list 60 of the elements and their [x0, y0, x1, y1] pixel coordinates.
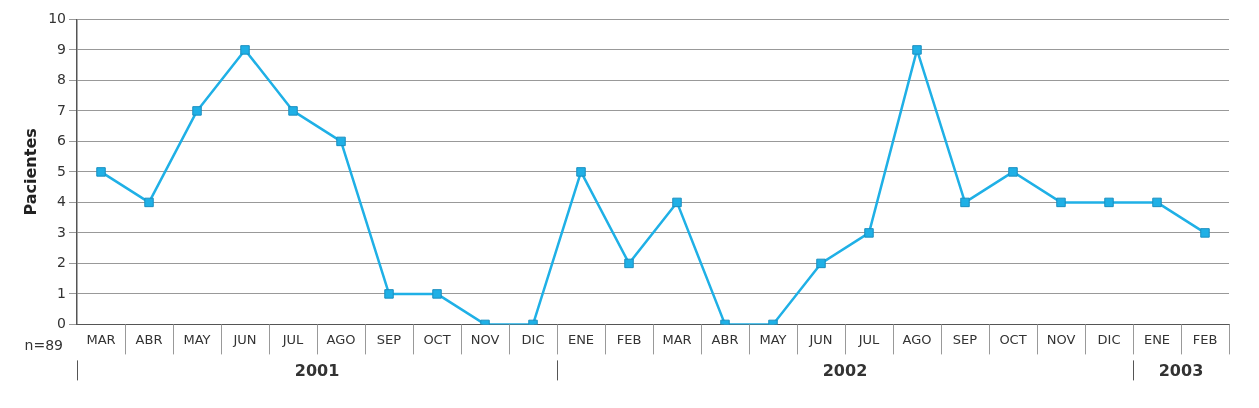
- x-tick-label: JUN: [232, 331, 257, 347]
- y-tick-label: 2: [57, 254, 67, 271]
- x-tick-label: SEP: [952, 331, 978, 347]
- x-tick-label: MAR: [86, 331, 116, 347]
- point: [384, 289, 394, 299]
- x-tick-label: NOV: [470, 331, 500, 347]
- x-tick-label: NOV: [1046, 331, 1076, 347]
- point: [1008, 167, 1018, 177]
- x-tick-label: AGO: [326, 331, 356, 347]
- x-tick-label: AGO: [902, 331, 932, 347]
- point: [1152, 197, 1162, 208]
- x-tick-label: OCT: [999, 331, 1027, 347]
- x-tick-label: MAR: [662, 331, 692, 347]
- text: n=89: [24, 337, 64, 354]
- x-tick-label: OCT: [423, 331, 451, 347]
- x-tick-label: DIC: [1097, 331, 1121, 347]
- point: [912, 45, 922, 55]
- x-tick-label: JUL: [857, 331, 881, 347]
- point: [432, 289, 442, 299]
- point: [240, 45, 250, 55]
- point: [1200, 228, 1210, 238]
- y-tick-label: 7: [57, 101, 67, 118]
- text: 2002: [822, 360, 868, 380]
- x-tick-label: JUN: [808, 331, 833, 347]
- point: [1104, 197, 1114, 208]
- x-tick-label: SEP: [376, 331, 402, 347]
- text: 2003: [1158, 360, 1204, 380]
- x-tick-label: ABR: [135, 331, 163, 347]
- x-tick-label: MAY: [759, 331, 787, 347]
- x-tick-label: FEB: [1192, 331, 1218, 347]
- y-tick-label: 6: [57, 132, 67, 149]
- point: [1056, 197, 1066, 208]
- point: [96, 167, 106, 177]
- y-tick-label: 1: [57, 284, 67, 301]
- x-tick-label: MAY: [183, 331, 211, 347]
- point: [816, 258, 826, 269]
- point: [336, 136, 346, 147]
- point: [576, 167, 586, 177]
- y-tick-label: 9: [57, 40, 67, 57]
- x-tick-label: DIC: [521, 331, 545, 347]
- x-tick-label: ABR: [711, 331, 739, 347]
- y-axis-title: Pacientes: [20, 128, 40, 216]
- y-tick-label: 4: [57, 193, 67, 210]
- y-tick-label: 10: [48, 10, 67, 27]
- point: [960, 197, 970, 208]
- y-tick-label: 8: [57, 71, 67, 88]
- x-tick-label: JUL: [281, 331, 305, 347]
- y-tick-label: 0: [57, 315, 67, 332]
- point: [672, 197, 682, 208]
- point: [864, 228, 874, 238]
- point: [288, 106, 298, 116]
- point: [624, 258, 634, 269]
- y-tick-label: 3: [57, 223, 67, 240]
- text: 2001: [294, 360, 340, 380]
- x-tick-label: FEB: [616, 331, 642, 347]
- point: [144, 197, 154, 208]
- y-tick-label: 5: [57, 162, 67, 179]
- point: [192, 106, 202, 116]
- x-tick-label: ENE: [1143, 331, 1171, 347]
- x-tick-label: ENE: [567, 331, 595, 347]
